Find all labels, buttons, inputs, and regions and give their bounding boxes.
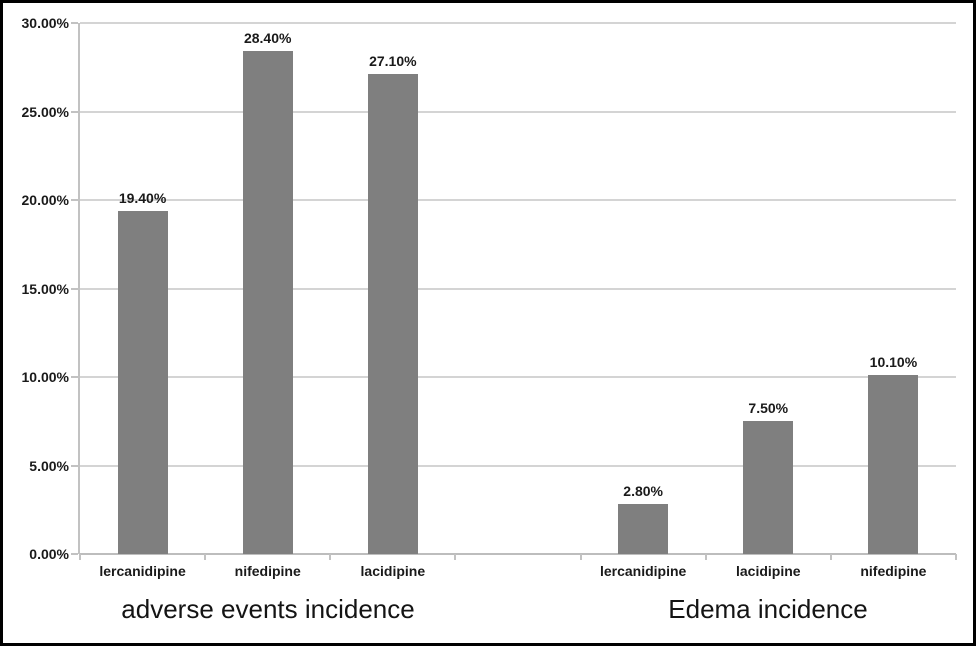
x-axis-tick (579, 554, 582, 560)
gridline-30pct (80, 22, 956, 24)
x-axis-tick (329, 554, 332, 560)
y-axis-tick-label: 0.00% (29, 546, 69, 562)
bar-lacidipine-g2 (743, 421, 794, 554)
bar-value-label: 10.10% (869, 354, 918, 371)
y-axis-tick (71, 464, 78, 467)
y-axis-tick (71, 110, 78, 113)
gridline-0pct (80, 553, 956, 555)
x-axis-tick (704, 554, 707, 560)
bar-value-label: 27.10% (369, 53, 417, 70)
group-label-edema: Edema incidence (668, 594, 868, 624)
x-axis-tick (79, 554, 81, 560)
bar-lercanidipine-g2 (618, 504, 669, 554)
bar-value-label: 28.40% (243, 30, 292, 47)
category-label-lercanidipine-g2: lercanidipine (599, 563, 687, 579)
y-axis-tick (71, 199, 78, 201)
bar-lacidipine-g1 (367, 74, 418, 554)
y-axis-tick-label: 20.00% (21, 192, 69, 208)
category-label-lercanidipine-g1: lercanidipine (99, 563, 186, 579)
bar-value-label: 7.50% (748, 400, 789, 417)
bar-value-label: 2.80% (623, 483, 663, 500)
y-axis-tick-label: 5.00% (29, 457, 69, 474)
y-axis-tick-label: 25.00% (21, 103, 69, 120)
y-axis-tick (71, 553, 78, 555)
category-label-lacidipine-g2: lacidipine (735, 563, 801, 579)
y-axis-line (78, 23, 80, 554)
bar-lercanidipine-g1 (117, 210, 168, 554)
category-label-lacidipine-g1: lacidipine (360, 563, 426, 579)
y-axis-tick-label: 30.00% (21, 15, 69, 31)
gridline-15pct (80, 287, 956, 290)
category-label-nifedipine-g2: nifedipine (860, 563, 927, 579)
x-axis-tick (955, 554, 957, 560)
bar-nifedipine-g1 (242, 51, 293, 554)
x-axis-tick (829, 554, 832, 560)
y-axis-tick (71, 376, 78, 378)
bar-value-label: 19.40% (118, 189, 167, 206)
gridline-20pct (80, 199, 956, 201)
y-axis-tick-label: 15.00% (21, 280, 69, 297)
y-axis-tick (71, 287, 78, 290)
gridline-5pct (80, 464, 956, 467)
x-axis-tick (204, 554, 207, 560)
x-axis-tick (454, 554, 457, 560)
plot-area: 19.40% 28.40% 27.10% 2.80% 7.50% 10.10% (71, 22, 957, 560)
category-label-nifedipine-g1: nifedipine (234, 563, 301, 579)
gridline-25pct (80, 110, 956, 113)
y-axis-tick-label: 10.00% (21, 369, 69, 385)
group-label-adverse-events: adverse events incidence (121, 594, 415, 624)
gridline-10pct (80, 376, 956, 378)
y-axis-tick (71, 22, 78, 24)
bar-nifedipine-g2 (868, 375, 919, 554)
